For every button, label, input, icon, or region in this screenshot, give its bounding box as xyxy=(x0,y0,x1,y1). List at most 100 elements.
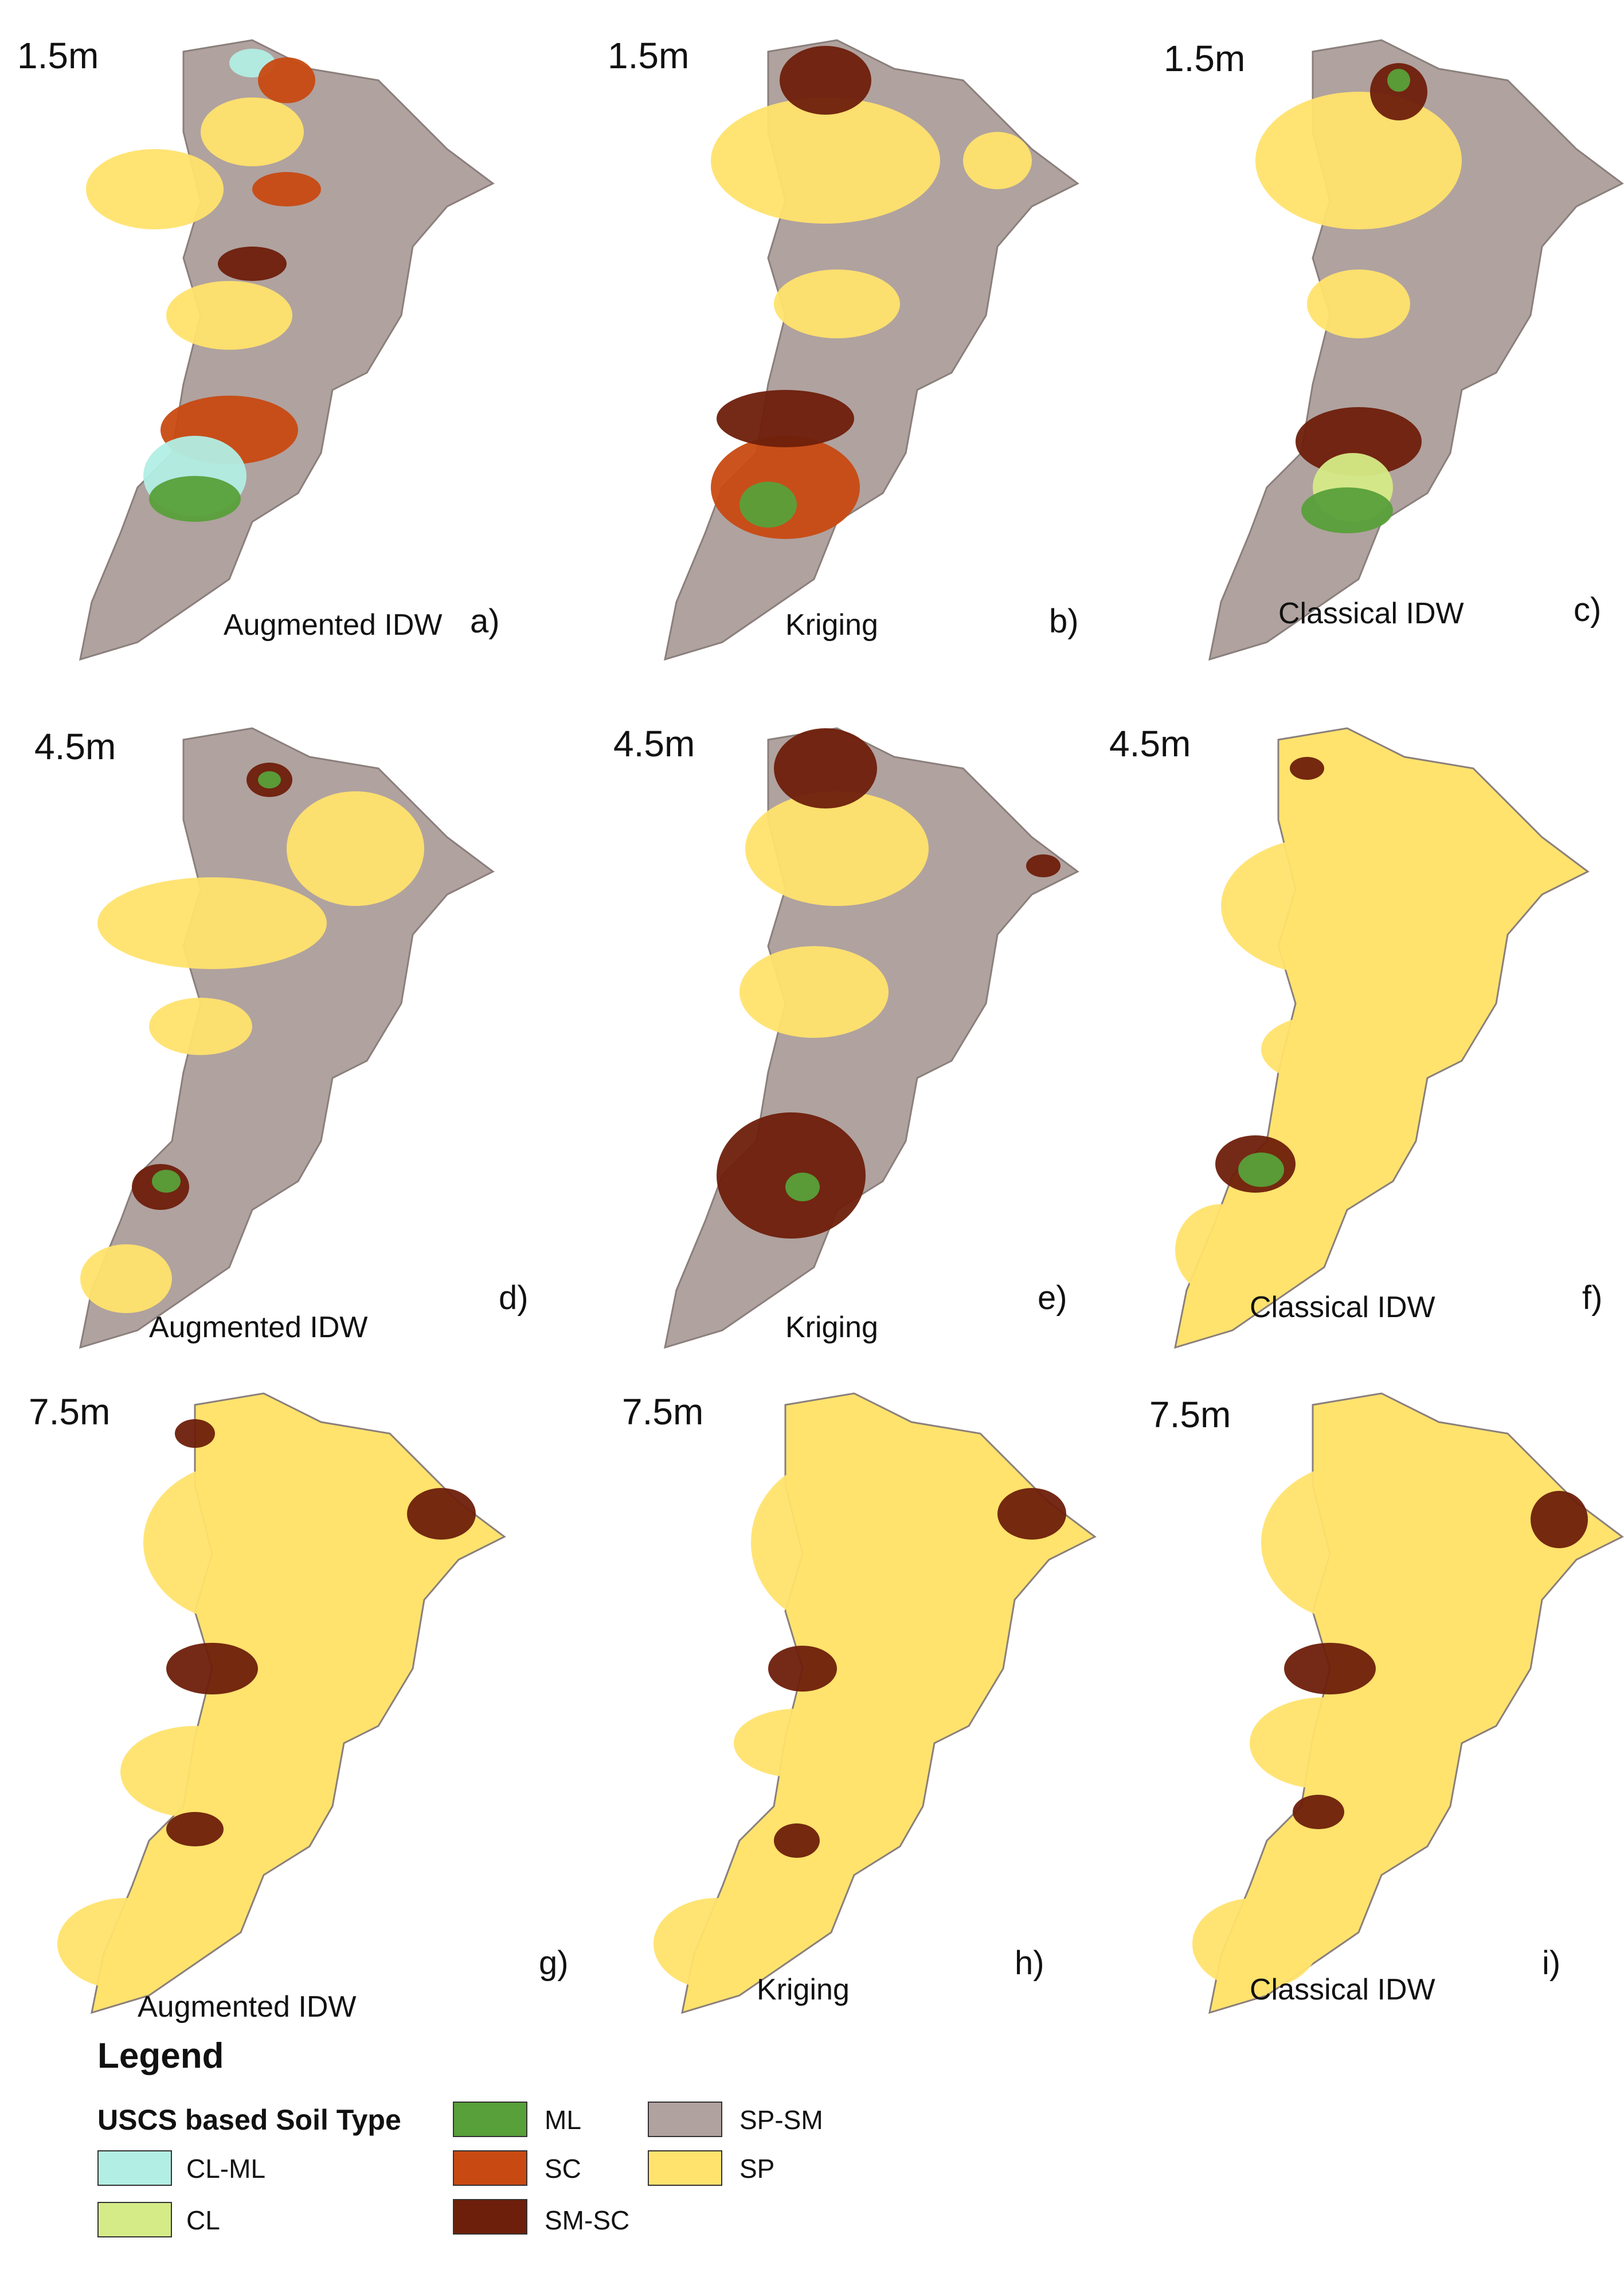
depth-label: 4.5m xyxy=(34,726,116,767)
soil-zone-ml xyxy=(258,771,281,788)
depth-label: 7.5m xyxy=(1149,1394,1231,1435)
soil-zone-sm-sc xyxy=(780,46,871,115)
soil-zone-sp xyxy=(1221,837,1427,975)
soil-zone-sp xyxy=(97,877,327,969)
legend-title: Legend xyxy=(97,2036,224,2076)
soil-zone-sp xyxy=(1250,1697,1399,1789)
soil-map-c xyxy=(1208,39,1624,661)
map-panel-c: 1.5m Classical IDW c) xyxy=(1141,17,1624,705)
soil-zone-ml xyxy=(152,1170,181,1193)
soil-zone-ml xyxy=(1238,1153,1284,1187)
method-label: Kriging xyxy=(785,608,878,642)
soil-zone-sp xyxy=(287,791,424,906)
soil-zone-sm-sc xyxy=(166,1812,224,1846)
soil-zone-ml xyxy=(1301,487,1393,533)
legend-swatch-sm-sc xyxy=(453,2199,527,2235)
soil-zone-sm-sc xyxy=(1531,1491,1588,1548)
soil-zone-sp xyxy=(149,998,252,1055)
legend-subtitle: USCS based Soil Type xyxy=(97,2104,401,2136)
legend-swatch-sc xyxy=(453,2150,527,2186)
soil-zone-sp xyxy=(711,97,940,224)
depth-label: 7.5m xyxy=(29,1391,111,1432)
soil-zone-sp xyxy=(1307,270,1410,338)
soil-map-d xyxy=(79,727,495,1349)
soil-map-a xyxy=(79,39,495,661)
soil-zone-ml xyxy=(1387,69,1410,92)
soil-zone-sp xyxy=(80,1244,172,1313)
panel-letter: g) xyxy=(539,1944,569,1982)
soil-zone-ml xyxy=(739,482,797,528)
legend-label-sp: SP xyxy=(739,2154,775,2184)
soil-zone-sm-sc xyxy=(774,1823,820,1858)
depth-label: 7.5m xyxy=(622,1391,704,1432)
soil-zone-sm-sc xyxy=(717,390,854,447)
map-panel-e: 4.5m Kriging e) xyxy=(596,705,1112,1393)
legend: Legend USCS based Soil Type CL-ML CL ML … xyxy=(92,2036,894,2265)
legend-swatch-cl-ml xyxy=(97,2150,172,2186)
soil-zone-sm-sc xyxy=(1026,854,1061,877)
soil-zone-sm-sc xyxy=(166,1643,258,1694)
map-panel-a: 1.5m Augmented IDW a) xyxy=(11,17,527,705)
method-label: Kriging xyxy=(757,1973,850,2006)
soil-zone-sp xyxy=(1261,1462,1456,1623)
panel-letter: h) xyxy=(1015,1944,1044,1982)
depth-label: 4.5m xyxy=(1109,723,1191,764)
legend-label-cl: CL xyxy=(186,2205,220,2235)
soil-zone-ml xyxy=(149,476,241,522)
map-panel-g: 7.5m Augmented IDW g) xyxy=(23,1370,569,2059)
soil-zone-sm-sc xyxy=(175,1419,215,1448)
soil-zone-sm-sc xyxy=(1296,407,1422,476)
panel-letter: b) xyxy=(1049,603,1079,640)
map-panel-b: 1.5m Kriging b) xyxy=(596,17,1112,705)
soil-zone-sm-sc xyxy=(774,728,877,809)
method-label: Classical IDW xyxy=(1250,1973,1435,2006)
panel-letter: d) xyxy=(499,1279,529,1317)
map-panel-i: 7.5m Classical IDW i) xyxy=(1141,1370,1624,2059)
map-panel-h: 7.5m Kriging h) xyxy=(613,1370,1129,2059)
soil-zone-sp xyxy=(653,1898,780,1990)
soil-zone-sm-sc xyxy=(1290,757,1324,780)
method-label: Classical IDW xyxy=(1278,597,1464,630)
soil-map-e xyxy=(664,727,1079,1349)
soil-zone-sp xyxy=(1261,1015,1387,1084)
soil-zone-sm-sc xyxy=(1293,1795,1344,1829)
panel-letter: i) xyxy=(1542,1944,1561,1982)
soil-zone-sp xyxy=(166,281,292,350)
panel-letter: a) xyxy=(470,603,500,640)
soil-map-g xyxy=(57,1392,506,2014)
soil-zone-sm-sc xyxy=(997,1488,1066,1540)
soil-zone-sm-sc xyxy=(768,1646,837,1692)
method-label: Classical IDW xyxy=(1250,1291,1435,1324)
legend-label-sp-sm: SP-SM xyxy=(739,2105,823,2135)
soil-zone-sp xyxy=(774,270,900,338)
legend-label-sm-sc: SM-SC xyxy=(545,2205,630,2235)
soil-zone-sp xyxy=(739,946,889,1038)
legend-swatch-sp-sm xyxy=(648,2102,722,2137)
soil-zone-sp xyxy=(745,791,929,906)
legend-label-ml: ML xyxy=(545,2105,581,2135)
method-label: Augmented IDW xyxy=(149,1311,368,1344)
legend-label-sc: SC xyxy=(545,2154,581,2184)
soil-zone-sp xyxy=(1192,1898,1318,1990)
method-label: Augmented IDW xyxy=(224,608,443,642)
depth-label: 1.5m xyxy=(1164,38,1246,79)
panel-letter: e) xyxy=(1038,1279,1067,1317)
soil-map-b xyxy=(664,39,1079,661)
soil-map-f xyxy=(1174,727,1590,1349)
soil-zone-sp xyxy=(963,132,1032,189)
depth-label: 1.5m xyxy=(17,35,99,76)
soil-zone-ml xyxy=(785,1173,820,1201)
legend-swatch-sp xyxy=(648,2150,722,2186)
soil-zone-sp xyxy=(120,1726,269,1818)
legend-label-cl-ml: CL-ML xyxy=(186,2154,266,2184)
map-panel-d: 4.5m Augmented IDW d) xyxy=(11,705,529,1393)
panel-letter: c) xyxy=(1574,591,1602,628)
soil-zone-sc xyxy=(258,57,315,103)
method-label: Augmented IDW xyxy=(138,1990,357,2024)
soil-zone-sm-sc xyxy=(1284,1643,1376,1694)
soil-zone-sm-sc xyxy=(717,1112,866,1239)
depth-label: 4.5m xyxy=(613,723,695,764)
soil-zone-sp xyxy=(143,1462,338,1623)
soil-zone-sp xyxy=(86,149,224,229)
soil-zone-sp xyxy=(1175,1204,1267,1296)
